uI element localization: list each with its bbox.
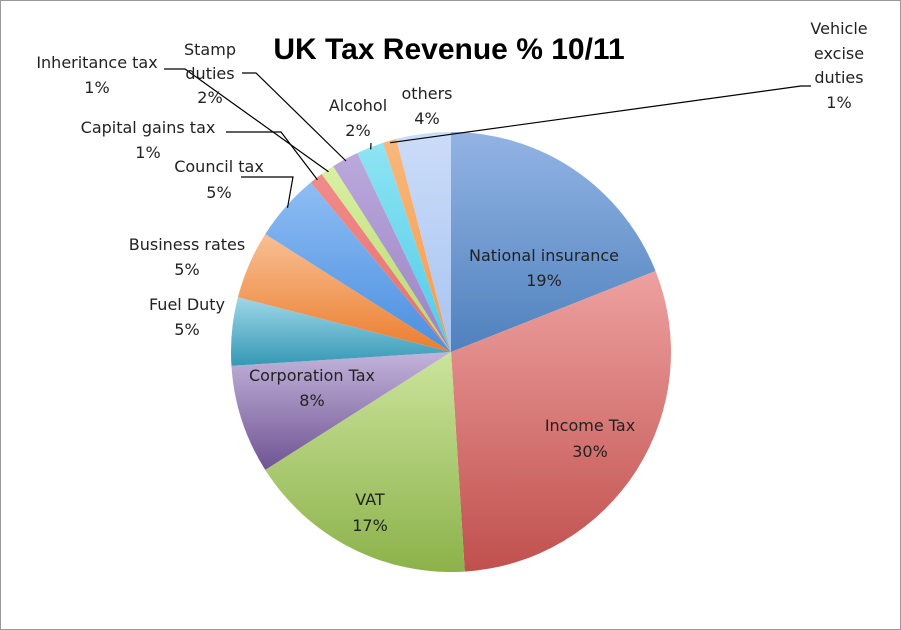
slice-capital-gains-tax bbox=[310, 174, 451, 352]
slice-others bbox=[396, 132, 451, 352]
slice-percent: 2% bbox=[345, 121, 370, 140]
label-income-tax: Income Tax 30% bbox=[545, 416, 635, 461]
label-business-rates: Business rates 5% bbox=[129, 235, 245, 279]
slice-percent: 1% bbox=[84, 78, 109, 97]
leader-line-stamp-duties bbox=[242, 72, 347, 162]
label-national-insurance: National insurance 19% bbox=[469, 246, 619, 290]
slice-percent: 4% bbox=[414, 109, 439, 128]
label-corporation-tax: Corporation Tax 8% bbox=[249, 366, 375, 410]
label-fuel-duty: Fuel Duty 5% bbox=[149, 295, 225, 339]
slice-name: Corporation Tax bbox=[249, 366, 375, 385]
label-inheritance-tax: Inheritance tax 1% bbox=[36, 53, 157, 97]
slice-name: National insurance bbox=[469, 246, 619, 265]
slice-inheritance-tax bbox=[321, 166, 451, 352]
chart-title: UK Tax Revenue % 10/11 bbox=[273, 33, 624, 66]
slice-percent: 1% bbox=[135, 143, 160, 162]
label-vehicle-excise-duties: Vehicle excise duties 1% bbox=[810, 19, 867, 112]
slice-name: others bbox=[402, 84, 453, 103]
slice-name-line2: duties bbox=[185, 64, 234, 83]
slice-fuel-duty bbox=[230, 297, 451, 366]
slice-name-line3: duties bbox=[814, 68, 863, 87]
label-alcohol: Alcohol 2% bbox=[329, 96, 387, 140]
slice-alcohol bbox=[357, 142, 451, 352]
slice-income-tax bbox=[451, 271, 672, 572]
label-capital-gains-tax: Capital gains tax 1% bbox=[81, 118, 216, 162]
leader-line-capital-gains-tax bbox=[226, 131, 318, 181]
slice-national-insurance bbox=[451, 132, 656, 352]
slice-name-line1: Stamp bbox=[184, 40, 236, 59]
slice-name: Council tax bbox=[174, 157, 264, 176]
slice-percent: 17% bbox=[352, 516, 388, 535]
slice-name-line1: Vehicle bbox=[810, 19, 867, 38]
leader-line-inheritance-tax bbox=[164, 68, 329, 173]
label-others: others 4% bbox=[402, 84, 453, 128]
slice-stamp-duties bbox=[333, 152, 451, 352]
slice-name: Capital gains tax bbox=[81, 118, 216, 137]
slice-vat bbox=[265, 352, 465, 573]
slice-name: Alcohol bbox=[329, 96, 387, 115]
label-council-tax: Council tax 5% bbox=[174, 157, 264, 202]
slice-percent: 5% bbox=[206, 183, 231, 202]
slice-business-rates bbox=[237, 234, 451, 352]
slice-percent: 2% bbox=[197, 88, 222, 107]
slice-corporation-tax bbox=[231, 352, 451, 470]
slice-name: Business rates bbox=[129, 235, 245, 254]
slice-percent: 5% bbox=[174, 260, 199, 279]
leader-line-vehicle-excise-duties bbox=[390, 85, 811, 144]
slice-percent: 19% bbox=[526, 271, 562, 290]
slice-name-line2: excise bbox=[814, 44, 864, 63]
slice-name: Inheritance tax bbox=[36, 53, 157, 72]
leader-line-council-tax bbox=[241, 176, 294, 208]
slice-percent: 8% bbox=[299, 391, 324, 410]
slice-percent: 30% bbox=[572, 442, 608, 461]
slice-percent: 1% bbox=[826, 93, 851, 112]
label-vat: VAT 17% bbox=[352, 490, 388, 535]
slice-vehicle-excise-duties bbox=[383, 138, 451, 352]
slice-percent: 5% bbox=[174, 320, 199, 339]
slice-name: VAT bbox=[355, 490, 385, 509]
slice-name: Income Tax bbox=[545, 416, 635, 435]
label-stamp-duties: Stamp duties 2% bbox=[184, 40, 236, 107]
slice-council-tax bbox=[265, 182, 451, 352]
slice-name: Fuel Duty bbox=[149, 295, 225, 314]
